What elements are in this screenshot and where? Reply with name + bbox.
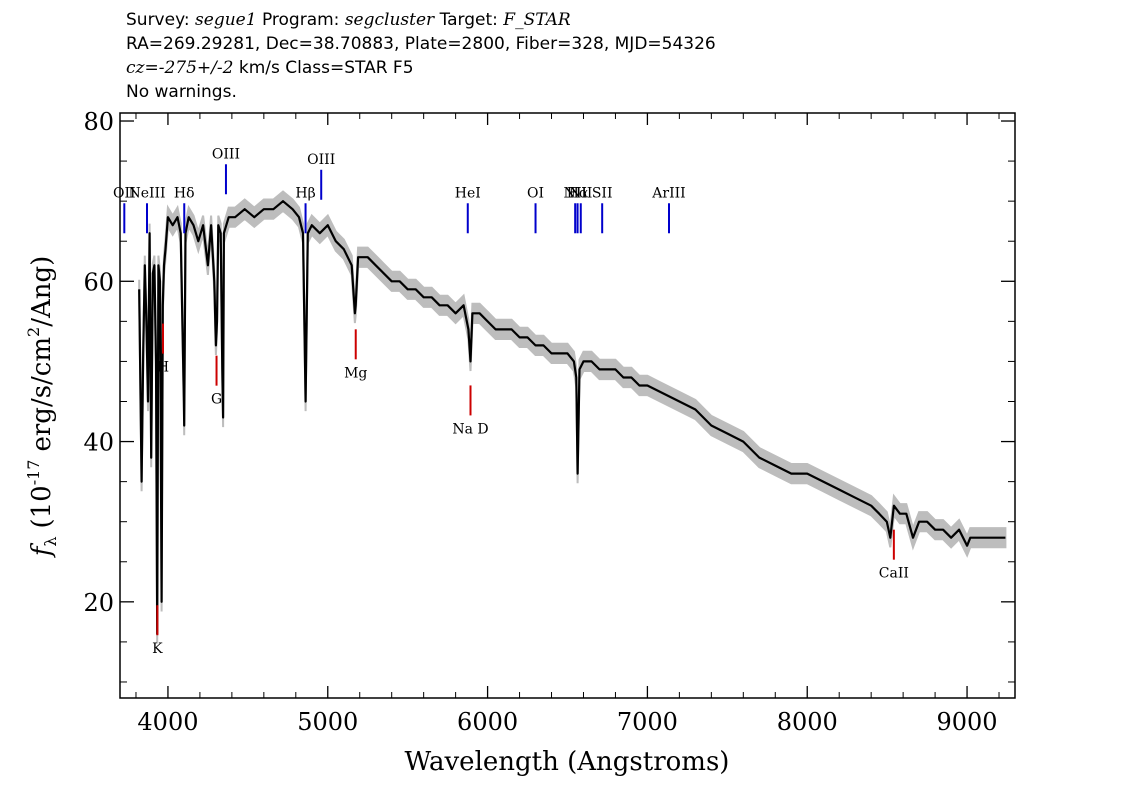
target-value: F_STAR — [503, 10, 571, 30]
y-axis-unit-pre: (10 — [27, 485, 57, 528]
spectral-line-label: Mg — [344, 365, 367, 381]
y-axis-unit-exp2: 2 — [24, 327, 43, 337]
spectrum-header: Survey: segue1 Program: segcluster Targe… — [126, 8, 716, 104]
target-key: Target: — [439, 10, 498, 30]
x-tick-label: 8000 — [777, 708, 838, 736]
spectral-line-label: G — [211, 392, 222, 408]
spectral-line-label: SII — [592, 185, 613, 201]
spectral-line-label: ArIII — [651, 185, 685, 201]
spectral-line-label: OII — [113, 185, 136, 201]
flux-series — [138, 200, 1006, 635]
error-band-area — [138, 190, 1007, 644]
plot-frame — [119, 112, 1016, 699]
y-tick-label: 40 — [83, 429, 114, 457]
cz-key: cz= — [126, 58, 159, 78]
x-tick-label: 5000 — [297, 708, 358, 736]
y-tick-label: 20 — [83, 589, 114, 617]
x-axis-title: Wavelength (Angstroms) — [405, 747, 730, 777]
spectral-line-label: Hα — [567, 185, 589, 201]
spectral-line-label: OIII — [212, 146, 240, 162]
survey-value: segue1 — [195, 10, 257, 30]
spectral-line-label: Hδ — [174, 185, 195, 201]
spectral-line-label: NII — [569, 185, 592, 201]
header-line-4: No warnings. — [126, 82, 237, 102]
flux-line — [138, 200, 1006, 635]
program-value: segcluster — [344, 10, 435, 30]
cz-rest: km/s Class=STAR F5 — [233, 58, 414, 78]
error-band — [138, 190, 1007, 644]
axis-ticks: 4000 5000 6000 7000 8000 9000 20 40 60 80 — [83, 108, 1015, 736]
survey-key: Survey: — [126, 10, 190, 30]
header-line-1: Survey: segue1 Program: segcluster Targe… — [126, 8, 716, 32]
spectral-line-label: CaII — [879, 566, 909, 582]
spectral-line-label: NeIII — [128, 185, 165, 201]
header-line-3: cz=-275+/-2 km/s Class=STAR F5 — [126, 56, 716, 80]
spectral-line-label: OIII — [307, 152, 335, 168]
y-axis-unit-exp: -17 — [24, 460, 43, 486]
x-tick-label: 9000 — [937, 708, 998, 736]
y-axis-unit-post: erg/s/cm — [27, 337, 57, 452]
spectral-line-label: Hβ — [295, 185, 315, 201]
spectral-line-label: H — [157, 360, 169, 376]
y-tick-label: 80 — [83, 108, 114, 136]
cz-value: -275+/-2 — [158, 58, 234, 78]
spectral-line-label: HeI — [455, 185, 481, 201]
header-line-2: RA=269.29281, Dec=38.70883, Plate=2800, … — [126, 34, 716, 54]
program-key: Program: — [261, 10, 340, 30]
x-tick-label: 4000 — [137, 708, 198, 736]
spectral-line-label: K — [152, 641, 163, 657]
x-tick-label: 7000 — [617, 708, 678, 736]
spectral-line-label: OI — [527, 185, 544, 201]
y-axis-subscript: λ — [41, 537, 60, 547]
y-axis-unit-end: /Ang) — [27, 256, 57, 327]
spectral-line-label: NII — [564, 185, 587, 201]
x-tick-label: 6000 — [457, 708, 518, 736]
y-tick-label: 60 — [83, 268, 114, 296]
y-axis-title: fλ(10-17erg/s/cm2/Ang) — [24, 256, 60, 559]
spectral-line-label: Na D — [452, 421, 488, 437]
